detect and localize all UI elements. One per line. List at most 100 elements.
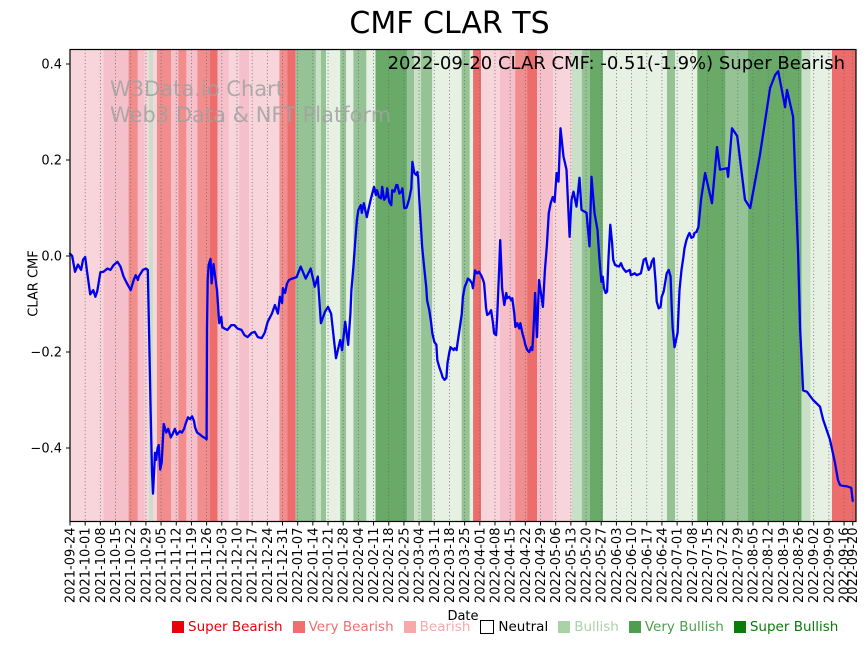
- x-tick-label: 2022-05-06: [549, 528, 564, 604]
- x-tick-label: 2022-01-07: [291, 528, 306, 604]
- sentiment-band-g3: [340, 49, 347, 522]
- sentiment-band-g3: [406, 49, 415, 522]
- x-tick-label: 2022-01-21: [322, 528, 337, 604]
- legend-label: Bullish: [574, 619, 619, 635]
- x-tick-label: 2022-07-08: [686, 528, 701, 604]
- x-tick-label: 2022-08-05: [747, 528, 762, 604]
- sentiment-band-b2: [499, 49, 516, 522]
- sentiment-band-g2: [148, 49, 154, 522]
- legend-swatch-icon: [172, 621, 184, 633]
- legend-item-super-bullish: Super Bullish: [733, 619, 838, 635]
- x-tick-label: 2021-12-24: [261, 528, 276, 604]
- x-tick-label: 2022-09-09: [822, 528, 837, 604]
- sentiment-band-b1: [249, 49, 280, 522]
- x-tick-label: 2022-02-18: [382, 528, 397, 604]
- chart-title: CMF CLAR TS: [349, 6, 550, 41]
- legend-swatch-icon: [628, 621, 641, 633]
- sentiment-band-g1: [326, 49, 341, 522]
- sentiment-legend: Super Bearish Very Bearish Bearish Neutral B…: [172, 619, 838, 635]
- legend-swatch-icon: [480, 620, 495, 634]
- x-tick-label: 2022-01-28: [337, 528, 352, 604]
- x-tick-label: 2021-12-31: [276, 528, 291, 604]
- legend-item-bullish: Bullish: [558, 619, 619, 635]
- x-tick-label: 2022-07-01: [671, 528, 686, 604]
- y-tick-label: 0.0: [41, 250, 62, 265]
- x-tick-label: 2022-05-13: [564, 528, 579, 604]
- sentiment-band-g3: [581, 49, 590, 522]
- watermark-line1: W3Data.io Chart: [110, 77, 285, 101]
- x-tick-label: 2021-10-01: [79, 528, 94, 604]
- legend-item-super-bearish: Super Bearish: [172, 619, 283, 635]
- x-tick-label: 2022-02-04: [352, 528, 367, 604]
- cmf-line: [68, 70, 854, 502]
- x-tick-label: 2022-08-26: [792, 528, 807, 604]
- x-tick-label: 2022-06-10: [625, 528, 640, 604]
- sentiment-band-b4: [527, 49, 538, 522]
- sentiment-band-g1: [602, 49, 667, 522]
- legend-swatch-icon: [403, 621, 416, 633]
- x-tick-label: 2022-04-22: [519, 528, 534, 604]
- x-tick-label: 2022-08-19: [777, 528, 792, 604]
- y-tick-label: −0.4: [30, 442, 62, 457]
- x-tick-label: 2022-09-16: [838, 528, 853, 604]
- sentiment-band-g3: [295, 49, 316, 522]
- sentiment-band-g2: [414, 49, 422, 522]
- x-tick-label: 2022-03-04: [413, 528, 428, 604]
- x-tick-label: 2021-12-17: [246, 528, 261, 604]
- x-tick-label: 2022-07-29: [731, 528, 746, 604]
- x-tick-label: 2022-06-24: [655, 528, 670, 604]
- sentiment-band-b3: [279, 49, 288, 522]
- sentiment-band-b2: [137, 49, 145, 522]
- legend-label: Neutral: [498, 619, 549, 635]
- x-tick-label: 2022-02-11: [367, 528, 382, 604]
- legend-label: Bearish: [419, 619, 471, 635]
- sentiment-band-g1: [346, 49, 354, 522]
- sentiment-band-b4: [287, 49, 296, 522]
- x-tick-label: 2022-07-15: [701, 528, 716, 604]
- x-tick-label: 2022-03-11: [428, 528, 443, 604]
- legend-item-bearish: Bearish: [403, 619, 471, 635]
- sentiment-band-g4: [697, 49, 726, 522]
- x-tick-label: 2022-05-20: [580, 528, 595, 604]
- sentiment-band-b4: [209, 49, 218, 522]
- sentiment-band-g3: [725, 49, 749, 522]
- sentiment-band-b2: [171, 49, 179, 522]
- sentiment-band-b2: [103, 49, 129, 522]
- x-tick-label: 2021-11-26: [200, 528, 215, 604]
- sentiment-band-g4: [589, 49, 603, 522]
- sentiment-band-b2: [186, 49, 198, 522]
- sentiment-band-b1: [153, 49, 157, 522]
- x-tick-label: 2022-06-03: [610, 528, 625, 604]
- sentiment-band-g1: [675, 49, 698, 522]
- y-tick-label: −0.2: [30, 346, 62, 361]
- x-tick-label: 2022-07-22: [716, 528, 731, 604]
- x-tick-label: 2021-11-19: [185, 528, 200, 604]
- watermark-line2: Web3 Data & NFT Platform: [110, 103, 392, 127]
- sentiment-band-g1: [366, 49, 376, 522]
- sentiment-band-b2: [217, 49, 229, 522]
- x-tick-label: 2022-03-18: [443, 528, 458, 604]
- x-tick-label: 2022-04-01: [473, 528, 488, 604]
- legend-label: Very Bullish: [644, 619, 724, 635]
- x-tick-label: 2021-09-24: [64, 528, 79, 604]
- sentiment-band-g1: [432, 49, 462, 522]
- y-axis-label: CLAR CMF: [26, 250, 42, 317]
- x-tick-label: 2021-10-29: [139, 528, 154, 604]
- legend-swatch-icon: [558, 621, 571, 633]
- x-tick-label: 2021-11-05: [155, 528, 170, 604]
- y-tick-label: 0.4: [41, 58, 62, 73]
- legend-swatch-icon: [292, 621, 305, 633]
- x-tick-label: 2022-04-08: [488, 528, 503, 604]
- sentiment-band-g4: [375, 49, 407, 522]
- x-tick-label: 2021-12-10: [230, 528, 245, 604]
- sentiment-band-b3: [178, 49, 187, 522]
- sentiment-band-b4: [473, 49, 482, 522]
- sentiment-band-g2: [571, 49, 582, 522]
- x-tick-label: 2021-10-22: [124, 528, 139, 604]
- sentiment-band-g3: [320, 49, 327, 522]
- x-tick-label: 2022-05-27: [595, 528, 610, 604]
- x-tick-label: 2021-12-03: [215, 528, 230, 604]
- sentiment-band-b1: [553, 49, 572, 522]
- sentiment-band-g2: [801, 49, 811, 522]
